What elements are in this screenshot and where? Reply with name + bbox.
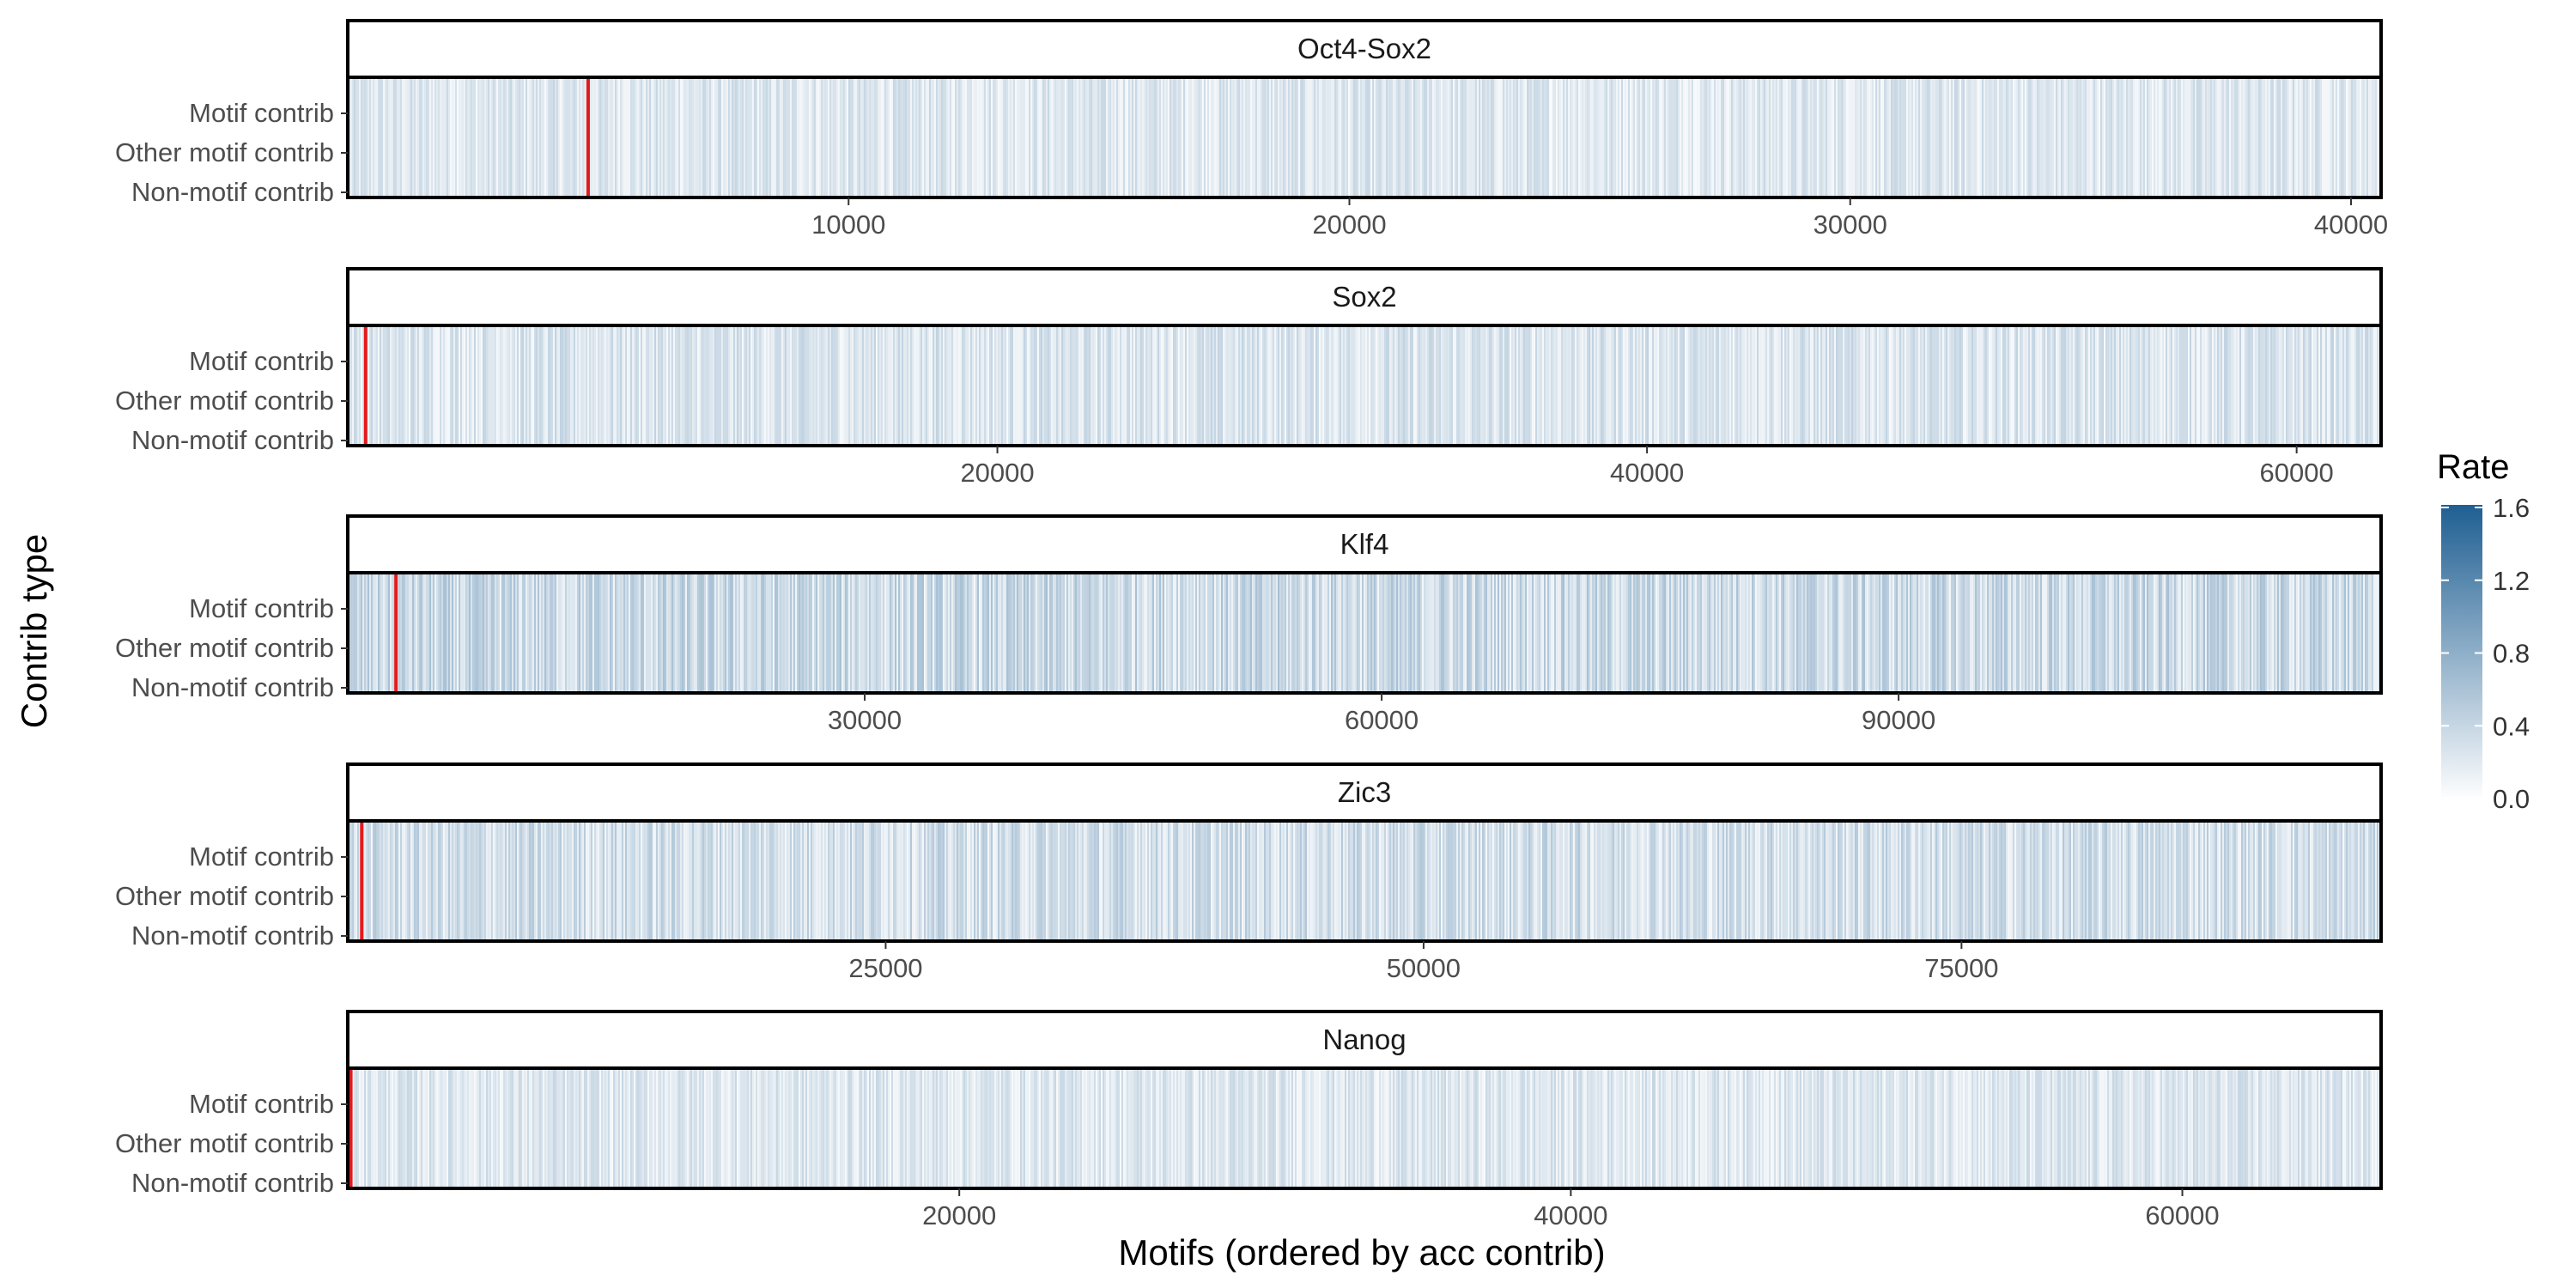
color-legend: Rate 0.0 0.4 0.8 1.2 1.6	[2437, 448, 2530, 814]
y-tick-label: Non-motif contrib	[131, 672, 334, 702]
facet-strip	[346, 1010, 2383, 1070]
facet-title: Oct4-Sox2	[1297, 33, 1431, 64]
y-tick-label: Non-motif contrib	[131, 425, 334, 455]
panel-border	[346, 1066, 2383, 1190]
x-tick-label: 30000	[828, 705, 902, 735]
panel-border	[346, 571, 2383, 695]
y-axis-title: Contrib type	[14, 534, 54, 728]
facet-strip	[346, 19, 2383, 79]
panel-border	[346, 819, 2383, 943]
legend-tick-label: 0.8	[2493, 639, 2530, 669]
y-tick-label: Other motif contrib	[115, 633, 334, 663]
facet-strip	[346, 762, 2383, 823]
x-tick-label: 50000	[1387, 953, 1461, 983]
y-tick-label: Motif contrib	[189, 98, 334, 128]
x-tick-label: 40000	[1610, 458, 1684, 488]
y-tick-label: Non-motif contrib	[131, 177, 334, 207]
facet-panel-zic3: Zic3 Motif contrib Other motif contrib Non-…	[115, 762, 2383, 983]
x-tick-label: 60000	[1345, 705, 1419, 735]
heatmap-cells	[349, 573, 2382, 693]
y-tick-label: Motif contrib	[189, 593, 334, 623]
y-tick-label: Other motif contrib	[115, 1128, 334, 1158]
x-tick-label: 40000	[2314, 210, 2388, 240]
legend-tick-label: 0.0	[2493, 784, 2530, 814]
x-tick-label: 20000	[1312, 210, 1386, 240]
panel-border	[346, 76, 2383, 199]
y-tick-label: Motif contrib	[189, 841, 334, 872]
heatmap-cells	[349, 325, 2382, 446]
facet-title: Nanog	[1322, 1024, 1406, 1055]
y-tick-label: Motif contrib	[189, 346, 334, 376]
x-tick-label: 20000	[922, 1200, 996, 1230]
facet-panel-oct4-sox2: Oct4-Sox2 Motif contrib Other motif contri…	[115, 19, 2388, 240]
facet-strip	[346, 514, 2383, 574]
facet-title: Klf4	[1340, 528, 1389, 560]
x-tick-label: 30000	[1814, 210, 1887, 240]
y-tick-label: Non-motif contrib	[131, 920, 334, 951]
y-tick-label: Motif contrib	[189, 1089, 334, 1119]
y-tick-label: Other motif contrib	[115, 881, 334, 911]
x-tick-label: 90000	[1862, 705, 1935, 735]
y-tick-label: Other motif contrib	[115, 386, 334, 416]
legend-title: Rate	[2437, 448, 2510, 486]
panel-border	[346, 324, 2383, 447]
x-tick-label: 75000	[1924, 953, 1998, 983]
y-tick-label: Other motif contrib	[115, 137, 334, 167]
x-tick-label: 60000	[2145, 1200, 2219, 1230]
x-tick-label: 25000	[848, 953, 922, 983]
legend-tick-label: 0.4	[2493, 711, 2530, 741]
x-tick-label: 10000	[811, 210, 885, 240]
facet-panel-sox2: Sox2 Motif contrib Other motif contrib Non-…	[115, 267, 2383, 488]
y-tick-label: Non-motif contrib	[131, 1168, 334, 1198]
facet-panel-nanog: Nanog Motif contrib Other motif contrib Non…	[115, 1010, 2383, 1230]
legend-tick-label: 1.6	[2493, 493, 2530, 523]
x-tick-label: 20000	[960, 458, 1034, 488]
heatmap-cells	[349, 77, 2382, 197]
heatmap-cells	[349, 821, 2382, 941]
heatmap-cells	[349, 1068, 2382, 1188]
facet-title: Zic3	[1338, 776, 1391, 808]
x-tick-label: 40000	[1534, 1200, 1607, 1230]
facet-panel-klf4: Klf4 Motif contrib Other motif contrib Non-…	[115, 514, 2383, 735]
facet-panels: Oct4-Sox2 Motif contrib Other motif contri…	[115, 19, 2388, 1230]
x-tick-label: 60000	[2260, 458, 2334, 488]
x-axis-title: Motifs (ordered by acc contrib)	[1118, 1232, 1605, 1273]
legend-tick-label: 1.2	[2493, 566, 2530, 596]
facet-title: Sox2	[1332, 281, 1396, 313]
